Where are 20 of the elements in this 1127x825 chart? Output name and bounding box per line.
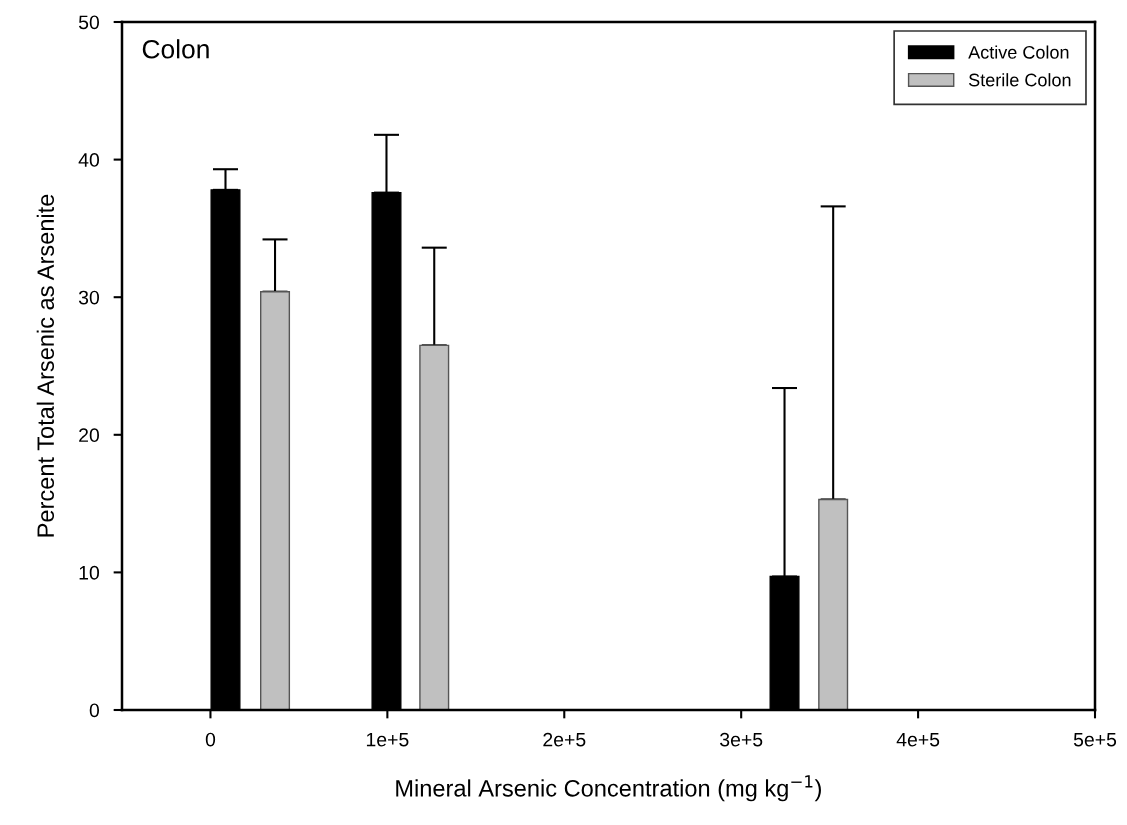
- y-tick-label: 0: [89, 703, 100, 718]
- x-tick-label: 0: [205, 732, 216, 747]
- legend-label: Active Colon: [968, 45, 1069, 59]
- x-tick-label: 1e+5: [366, 732, 409, 747]
- y-axis-title: Percent Total Arsenic as Arsenite: [36, 194, 55, 537]
- x-tick-label: 3e+5: [720, 732, 763, 747]
- x-tick-label: 4e+5: [896, 732, 940, 747]
- x-tick-label: 5e+5: [1073, 732, 1117, 747]
- y-tick-label: 50: [78, 15, 100, 30]
- y-tick-label: 40: [78, 153, 100, 167]
- y-tick-label: 10: [79, 565, 100, 580]
- x-axis-title: Mineral Arsenic Concentration (mg kg$^{−1}$): [396, 775, 821, 802]
- y-tick-label: 30: [78, 290, 100, 305]
- x-tick-label: 2e+5: [543, 732, 586, 747]
- y-tick-label: 20: [79, 428, 100, 443]
- legend-label: Sterile Colon: [968, 73, 1071, 87]
- bar: [260, 291, 291, 710]
- bar: [419, 344, 450, 710]
- text: Colon: [142, 39, 209, 59]
- bar: [818, 498, 849, 710]
